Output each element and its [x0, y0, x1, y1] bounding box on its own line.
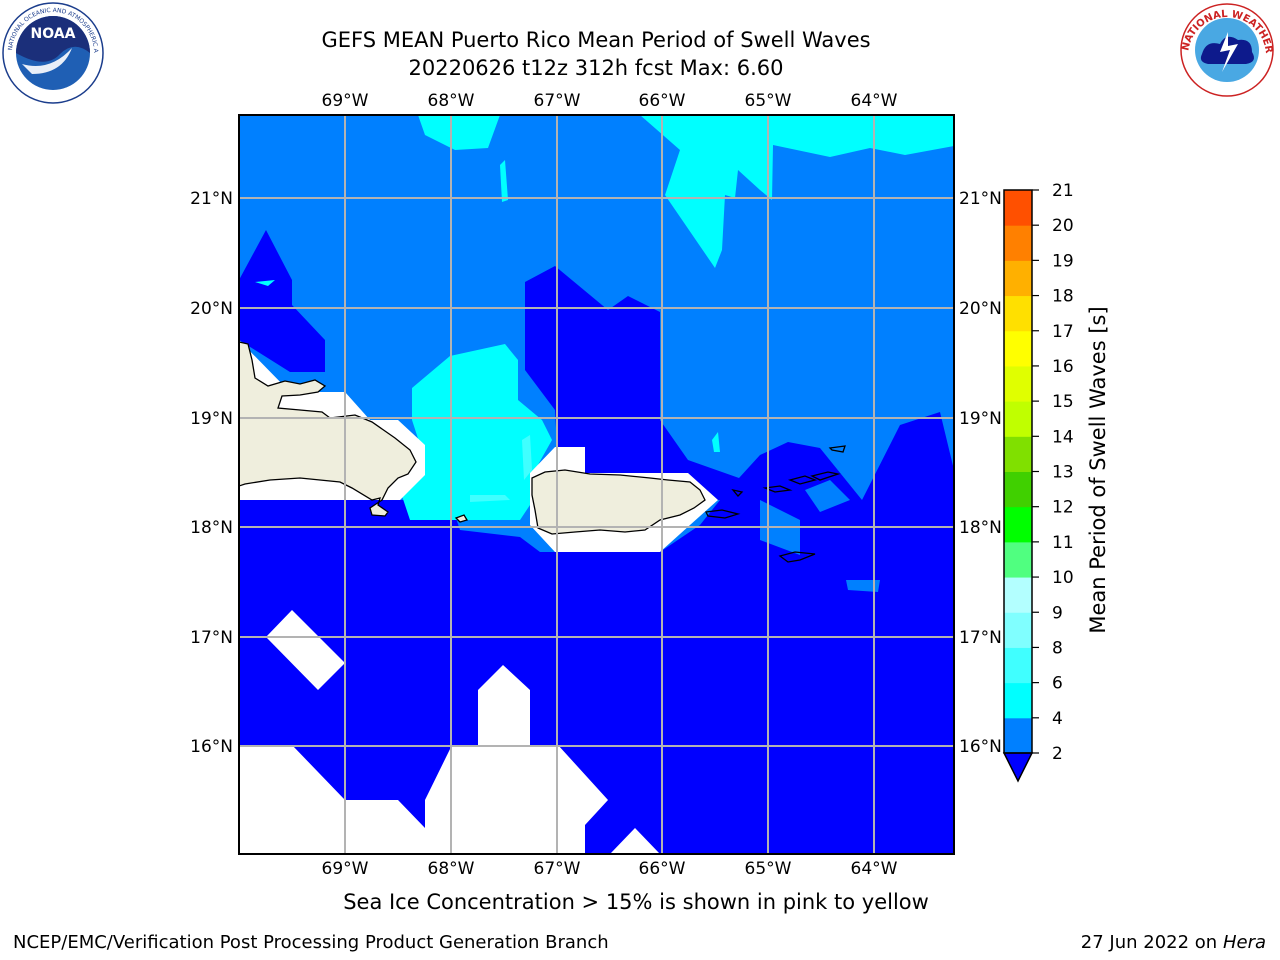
- colorbar-extend-arrow: [1002, 752, 1034, 783]
- colorbar-label: 8: [1052, 638, 1063, 658]
- colorbar-band: [1004, 471, 1032, 508]
- lat-label: 19°N: [190, 409, 233, 429]
- lat-label: 16°N: [190, 737, 233, 757]
- colorbar-band: [1004, 612, 1032, 648]
- lon-label: 66°W: [639, 859, 686, 879]
- footer-credit: NCEP/EMC/Verification Post Processing Pr…: [13, 932, 609, 953]
- chart-title: GEFS MEAN Puerto Rico Mean Period of Swe…: [321, 28, 871, 52]
- colorbar-band: [1004, 190, 1032, 226]
- map-plot-area: [239, 115, 954, 854]
- colorbar: 2 4 6 8 9 10 11 12 13 14 15 16 17 18 19 20 21: [1002, 181, 1074, 783]
- lon-label: 69°W: [322, 859, 369, 879]
- colorbar-band: [1004, 365, 1032, 402]
- colorbar-label: 20: [1052, 216, 1074, 236]
- colorbar-label: 11: [1052, 533, 1074, 553]
- colorbar-label: 4: [1052, 709, 1063, 729]
- lat-label: 18°N: [190, 518, 233, 538]
- vieques: [705, 509, 741, 519]
- swell-period-band-6-8: [470, 435, 532, 502]
- lat-label: 20°N: [190, 299, 233, 319]
- lat-label: 17°N: [190, 628, 233, 648]
- colorbar-label: 9: [1052, 603, 1063, 623]
- gridlines: [239, 115, 954, 854]
- footer-host: Hera: [1222, 932, 1266, 953]
- mona-island: [454, 514, 468, 523]
- colorbar-label: 13: [1052, 463, 1074, 483]
- colorbar-label: 21: [1052, 181, 1074, 201]
- lon-label: 68°W: [428, 859, 475, 879]
- nws-logo: NATIONAL WEATHER SERVICE: [1176, 2, 1274, 97]
- colorbar-band: [1004, 647, 1032, 684]
- colorbar-label: 2: [1052, 744, 1063, 764]
- colorbar-label: 14: [1052, 427, 1074, 447]
- svg-text:NOAA: NOAA: [31, 26, 76, 42]
- lat-label: 20°N: [959, 299, 1002, 319]
- caption: Sea Ice Concentration > 15% is shown in …: [343, 890, 929, 914]
- lon-label: 65°W: [745, 91, 792, 111]
- colorbar-label: 17: [1052, 322, 1074, 342]
- virgin-islands: [762, 445, 846, 493]
- map-frame: [238, 114, 955, 855]
- colorbar-band: [1004, 260, 1032, 297]
- lon-label: 67°W: [534, 91, 581, 111]
- lat-label: 18°N: [959, 518, 1002, 538]
- colorbar-band: [1004, 330, 1032, 367]
- colorbar-label: 18: [1052, 287, 1074, 307]
- lat-label: 17°N: [959, 628, 1002, 648]
- lon-label: 67°W: [534, 859, 581, 879]
- lon-label: 65°W: [745, 859, 792, 879]
- colorbar-band: [1004, 541, 1032, 578]
- lat-labels-right: 21°N 20°N 19°N 18°N 17°N 16°N: [959, 189, 1002, 757]
- swell-period-band-4-6: [255, 115, 954, 520]
- colorbar-label: 12: [1052, 498, 1074, 518]
- noaa-logo: NOAA NATIONAL OCEANIC AND ATMOSPHERIC AD…: [2, 2, 104, 104]
- chart-subtitle: 20220626 t12z 312h fcst Max: 6.60: [408, 56, 784, 80]
- colorbar-band: [1004, 717, 1032, 754]
- lat-labels-left: 21°N 20°N 19°N 18°N 17°N 16°N: [190, 189, 233, 757]
- footer-date: 27 Jun 2022 on Hera: [1080, 932, 1266, 953]
- colorbar-label: 15: [1052, 392, 1074, 412]
- colorbar-label: 6: [1052, 674, 1063, 694]
- colorbar-band: [1004, 295, 1032, 332]
- colorbar-band: [1004, 577, 1032, 613]
- lon-label: 64°W: [851, 91, 898, 111]
- colorbar-band: [1004, 682, 1032, 719]
- colorbar-band: [1004, 436, 1032, 472]
- lon-labels-bottom: 69°W 68°W 67°W 66°W 65°W 64°W: [322, 859, 898, 879]
- swell-period-below-2: [239, 130, 954, 854]
- culebra: [731, 488, 744, 497]
- lat-label: 16°N: [959, 737, 1002, 757]
- colorbar-band: [1004, 401, 1032, 437]
- st-croix: [778, 551, 816, 563]
- lat-label: 21°N: [190, 189, 233, 209]
- colorbar-label: 16: [1052, 357, 1074, 377]
- lat-label: 19°N: [959, 409, 1002, 429]
- lon-label: 64°W: [851, 859, 898, 879]
- lon-labels-top: 69°W 68°W 67°W 66°W 65°W 64°W: [322, 91, 898, 111]
- colorbar-band: [1004, 225, 1032, 261]
- lat-label: 21°N: [959, 189, 1002, 209]
- lon-label: 66°W: [639, 91, 686, 111]
- colorbar-band: [1004, 506, 1032, 543]
- lon-label: 69°W: [322, 91, 369, 111]
- lon-label: 68°W: [428, 91, 475, 111]
- colorbar-label: 10: [1052, 568, 1074, 588]
- colorbar-label: 19: [1052, 251, 1074, 271]
